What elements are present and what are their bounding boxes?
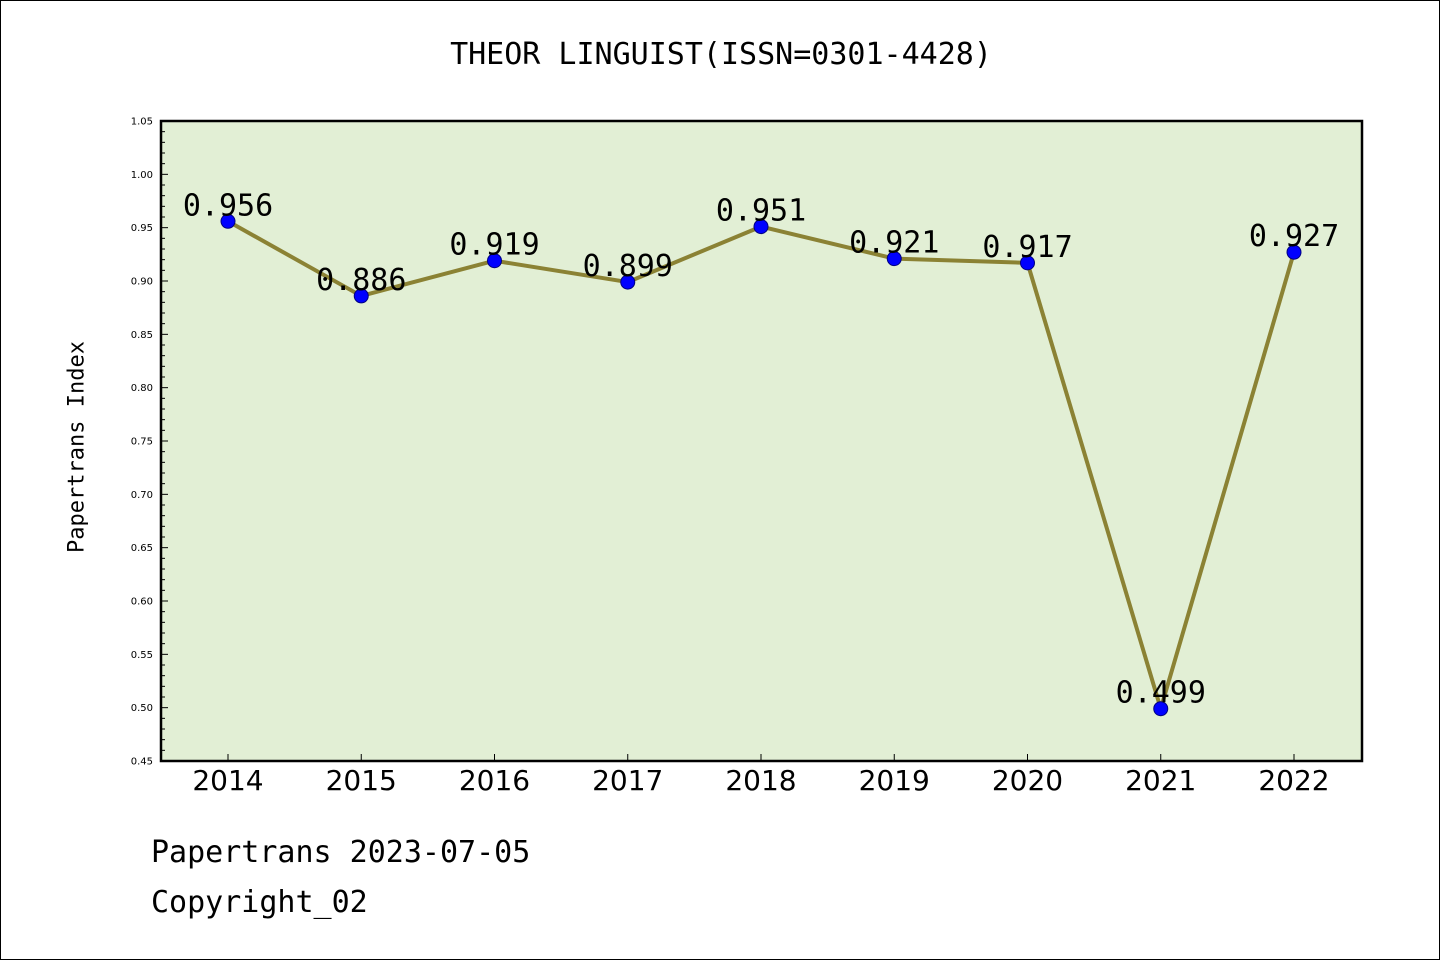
chart-title: THEOR LINGUIST(ISSN=0301-4428) [450, 37, 992, 72]
data-label: 0.919 [449, 228, 539, 263]
x-tick-label: 2020 [992, 764, 1063, 797]
y-tick-label: 0.95 [131, 223, 153, 234]
plot-border [159, 119, 1364, 763]
y-tick-label: 0.55 [131, 650, 153, 661]
footer-date: Papertrans 2023-07-05 [151, 835, 531, 870]
data-label: 0.899 [583, 249, 673, 284]
x-tick-label: 2014 [192, 764, 263, 797]
data-point [353, 288, 369, 304]
x-tick-label: 2022 [1258, 764, 1329, 797]
data-point [1020, 255, 1035, 271]
data-label: 0.956 [183, 188, 273, 223]
data-label: 0.921 [849, 226, 939, 261]
x-tick-label: 2018 [725, 764, 796, 797]
data-label: 0.917 [982, 230, 1072, 265]
data-point [1153, 701, 1169, 717]
y-tick-label: 1.00 [131, 170, 153, 181]
data-point [753, 219, 769, 235]
data-label: 0.499 [1116, 676, 1206, 711]
y-tick-label: 0.50 [131, 703, 153, 714]
data-label: 0.951 [716, 194, 806, 229]
x-tick-label: 2017 [592, 764, 663, 797]
y-tick-label: 0.80 [131, 383, 153, 394]
footer-copyright: Copyright_02 [151, 885, 368, 920]
data-point [220, 213, 236, 229]
y-tick-label: 0.65 [131, 543, 153, 554]
y-tick-label: 0.45 [131, 757, 153, 768]
x-tick-label: 2015 [326, 764, 397, 797]
data-point [487, 253, 502, 269]
data-label: 0.927 [1249, 219, 1339, 254]
data-point [1286, 244, 1302, 260]
y-tick-label: 0.90 [131, 277, 153, 288]
data-point [886, 251, 902, 267]
x-tick-label: 2016 [459, 764, 530, 797]
y-tick-label: 0.60 [131, 597, 153, 608]
data-label: 0.886 [316, 263, 406, 298]
y-tick-label: 0.70 [131, 490, 153, 501]
y-tick-label: 1.05 [131, 117, 153, 128]
x-tick-label: 2019 [859, 764, 930, 797]
y-tick-label: 0.75 [131, 437, 153, 448]
x-tick-label: 2021 [1125, 764, 1196, 797]
y-tick-label: 0.85 [131, 330, 153, 341]
data-point [620, 274, 636, 290]
